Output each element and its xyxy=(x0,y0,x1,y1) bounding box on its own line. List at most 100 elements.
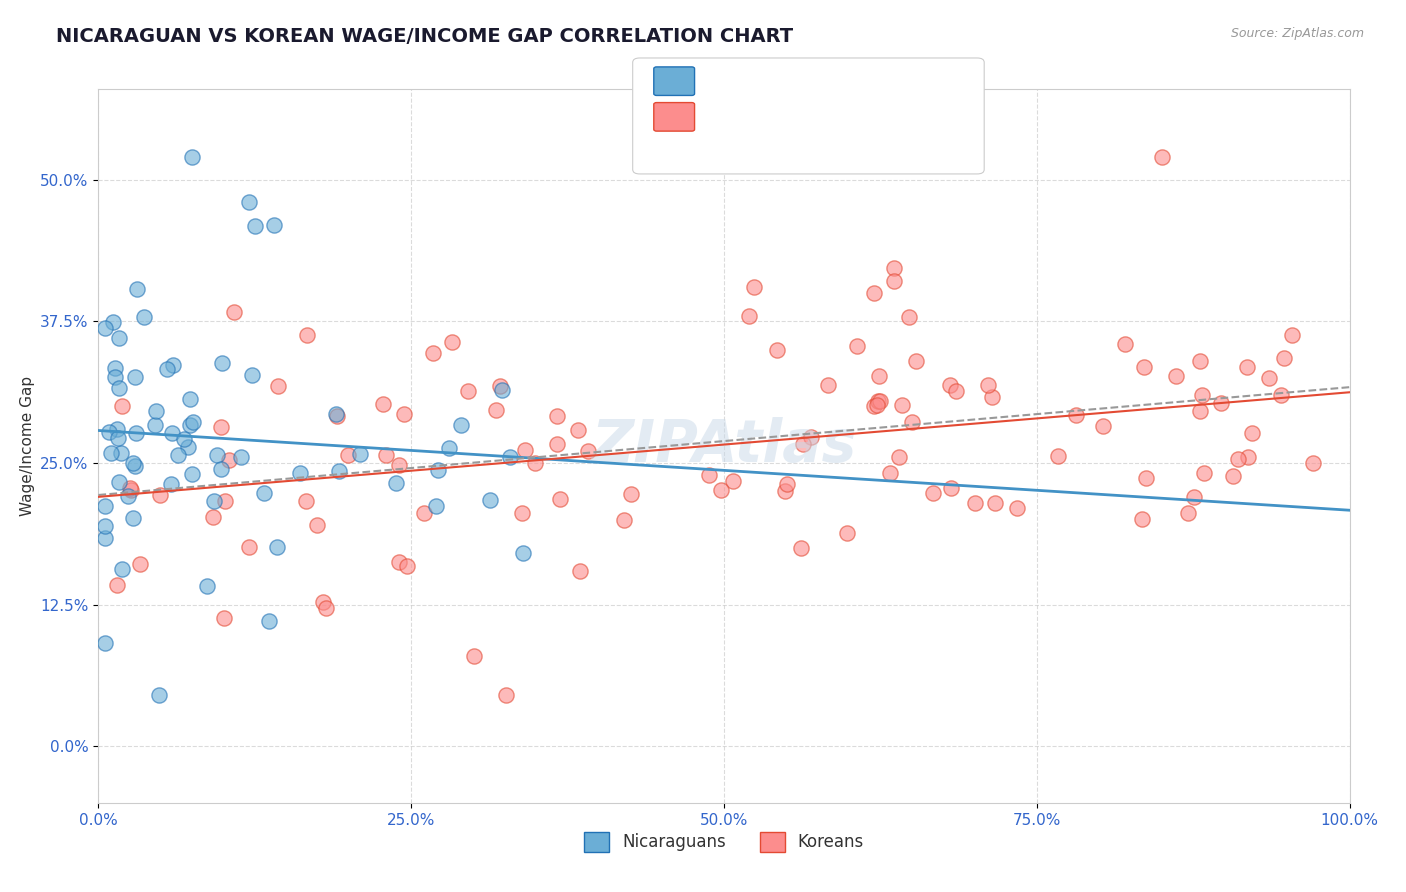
Nicaraguans xyxy=(124,459,146,474)
Koreans xyxy=(868,369,890,384)
Koreans xyxy=(569,564,592,578)
Koreans xyxy=(922,486,945,500)
Nicaraguans xyxy=(479,493,502,508)
Nicaraguans xyxy=(107,431,129,445)
Koreans xyxy=(697,468,720,483)
Koreans xyxy=(773,484,796,499)
Koreans xyxy=(965,496,987,510)
Koreans xyxy=(457,384,479,399)
Nicaraguans xyxy=(499,450,522,464)
Koreans xyxy=(1272,351,1295,365)
Koreans xyxy=(374,448,396,462)
Text: NICARAGUAN VS KOREAN WAGE/INCOME GAP CORRELATION CHART: NICARAGUAN VS KOREAN WAGE/INCOME GAP COR… xyxy=(56,27,793,45)
Koreans xyxy=(546,437,568,451)
Nicaraguans xyxy=(160,425,183,440)
Koreans xyxy=(422,346,444,360)
Koreans xyxy=(495,688,517,702)
Koreans xyxy=(305,518,328,533)
Nicaraguans xyxy=(166,448,188,462)
Nicaraguans xyxy=(181,150,204,164)
Nicaraguans xyxy=(145,404,167,418)
Nicaraguans xyxy=(97,425,120,440)
Koreans xyxy=(1005,501,1028,516)
Nicaraguans xyxy=(93,499,115,513)
Koreans xyxy=(846,339,869,353)
Koreans xyxy=(1133,360,1156,375)
Koreans xyxy=(792,437,814,451)
Nicaraguans xyxy=(104,361,127,376)
Nicaraguans xyxy=(238,195,260,210)
Nicaraguans xyxy=(450,417,472,432)
Koreans xyxy=(869,394,891,409)
Nicaraguans xyxy=(93,635,115,649)
Koreans xyxy=(315,600,337,615)
Koreans xyxy=(1281,327,1303,342)
Koreans xyxy=(879,467,901,481)
Koreans xyxy=(883,260,905,275)
Nicaraguans xyxy=(156,362,179,376)
Nicaraguans xyxy=(93,519,115,533)
Koreans xyxy=(790,541,813,555)
Nicaraguans xyxy=(195,579,218,593)
Koreans xyxy=(1191,387,1213,401)
Koreans xyxy=(1150,150,1173,164)
Koreans xyxy=(120,483,142,498)
Koreans xyxy=(440,334,463,349)
Koreans xyxy=(129,557,152,571)
Nicaraguans xyxy=(94,321,117,335)
Koreans xyxy=(413,507,436,521)
Nicaraguans xyxy=(179,392,201,407)
Koreans xyxy=(710,483,733,498)
Koreans xyxy=(891,398,914,412)
Koreans xyxy=(238,540,260,554)
Koreans xyxy=(576,444,599,458)
Nicaraguans xyxy=(132,310,155,324)
Text: ZIPAtlas: ZIPAtlas xyxy=(592,417,856,475)
Nicaraguans xyxy=(108,475,131,490)
Nicaraguans xyxy=(211,462,233,476)
Nicaraguans xyxy=(243,219,266,233)
Text: R = 0.104   N =  66: R = 0.104 N = 66 xyxy=(703,78,879,96)
Koreans xyxy=(1241,426,1264,441)
Nicaraguans xyxy=(181,415,204,429)
Koreans xyxy=(889,450,911,464)
Nicaraguans xyxy=(143,418,166,433)
Koreans xyxy=(939,481,962,495)
Koreans xyxy=(484,403,506,417)
Koreans xyxy=(548,492,571,507)
Koreans xyxy=(105,578,128,592)
Koreans xyxy=(463,648,485,663)
Koreans xyxy=(742,280,765,294)
Koreans xyxy=(373,397,395,411)
Nicaraguans xyxy=(127,282,149,296)
Koreans xyxy=(1164,368,1187,383)
Nicaraguans xyxy=(328,464,350,478)
Y-axis label: Wage/Income Gap: Wage/Income Gap xyxy=(20,376,35,516)
Nicaraguans xyxy=(266,540,288,554)
Koreans xyxy=(1270,387,1292,401)
Koreans xyxy=(977,378,1000,392)
Koreans xyxy=(1188,403,1211,417)
Koreans xyxy=(981,390,1004,404)
Koreans xyxy=(984,496,1007,510)
Koreans xyxy=(945,384,967,398)
Nicaraguans xyxy=(202,493,225,508)
Nicaraguans xyxy=(122,511,145,525)
Nicaraguans xyxy=(124,369,146,384)
Nicaraguans xyxy=(211,356,233,370)
Nicaraguans xyxy=(117,489,139,503)
Nicaraguans xyxy=(349,447,371,461)
Koreans xyxy=(1177,507,1199,521)
Koreans xyxy=(620,486,643,500)
Koreans xyxy=(721,475,744,489)
Koreans xyxy=(766,343,789,358)
Nicaraguans xyxy=(263,218,285,232)
Koreans xyxy=(394,407,416,421)
Koreans xyxy=(835,526,858,541)
Koreans xyxy=(202,510,225,524)
Koreans xyxy=(905,354,928,368)
Nicaraguans xyxy=(105,422,128,436)
Koreans xyxy=(111,399,134,413)
Koreans xyxy=(883,274,905,288)
Nicaraguans xyxy=(426,463,449,477)
